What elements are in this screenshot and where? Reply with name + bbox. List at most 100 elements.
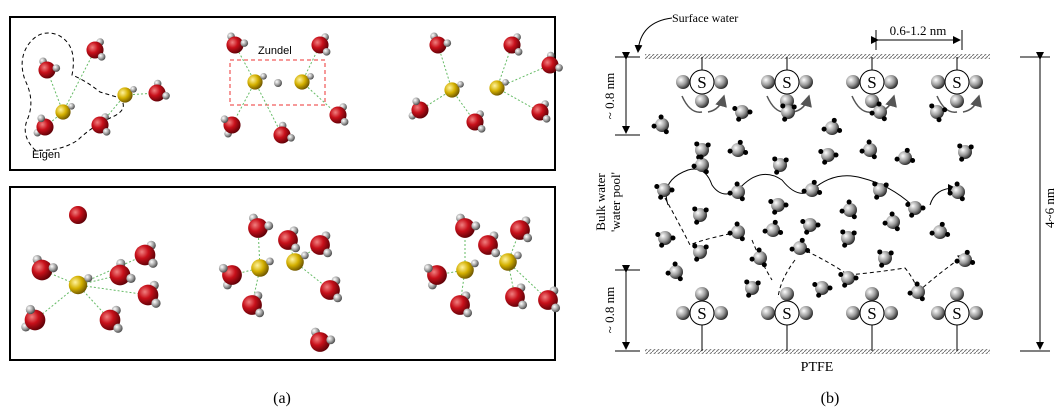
hydrogen [53,64,61,72]
hydrogen [555,64,563,72]
sulfonate-oxygen [695,287,709,301]
water-hydrogen [942,107,947,112]
oxygen [541,56,558,73]
water-hydrogen [692,164,697,169]
oxygen [110,265,131,286]
oxygen [429,36,446,53]
water-hydrogen [756,280,761,285]
hydrogen [151,299,160,308]
hydrogen [241,39,249,47]
water-molecule [735,105,749,119]
hydrogen [260,73,267,80]
zundel-label: Zundel [258,45,292,57]
sulfonate-oxygen [780,287,794,301]
water-hydrogen [655,232,660,237]
sulfonate-oxygen [884,75,898,89]
water-molecule [841,271,855,285]
water-hydrogen [735,182,740,187]
water-hydrogen [659,115,664,120]
bottom-surface [645,349,990,354]
water-hydrogen [818,149,823,154]
hydrogen [98,53,106,61]
water-molecule [731,143,745,157]
water-hydrogen [842,283,847,288]
water-hydrogen [743,150,748,155]
sulfonate-label: S [697,73,706,92]
sulfonate-oxygen [931,75,945,89]
hydrogen [424,264,433,273]
water-hydrogen [774,170,779,175]
water-molecule [793,241,807,255]
oxygen [310,332,330,352]
water-molecule [898,151,912,165]
panel-b: Surface water 0.6-1.2 nm 4~6 nm ~ 0.8 nm… [593,11,1057,407]
water-hydrogen [854,276,859,281]
water-hydrogen [852,230,857,235]
water-hydrogen [740,196,745,201]
h-bond [255,82,282,135]
water-molecule [821,148,835,162]
water-hydrogen [817,190,822,195]
figure: Eigen Zundel (a) Surface water 0.6-1.2 n… [0,0,1061,411]
water-hydrogen [948,191,953,196]
hydrogen [84,274,92,282]
water-hydrogen [678,276,683,281]
water-hydrogen [654,184,659,189]
oxygen [455,218,475,238]
water-hydrogen [704,207,709,212]
hydrogen [126,274,135,283]
sulfonate-oxygen [846,75,860,89]
water-hydrogen [694,257,699,262]
water-hydrogen [960,196,965,201]
box-top [10,17,555,170]
water-hydrogen [834,153,839,158]
hydrogen [255,308,264,317]
hydrogen [463,308,472,317]
hydrogen [333,293,342,302]
hydrogen [49,263,58,272]
hydrogen [518,300,527,309]
water-hydrogen [736,117,741,122]
water-hydrogen [805,248,810,253]
sulfonate-oxygen [865,287,879,301]
water-hydrogen [838,272,843,277]
water-hydrogen [652,124,657,129]
water-molecule [658,231,672,245]
sulfonate-label: S [782,304,791,323]
oxygen [69,206,87,224]
sulfonate-label: S [867,304,876,323]
hydrogen [444,39,452,47]
water-hydrogen [937,117,942,122]
bulk-label: 'water pool' [608,172,623,232]
hydrogen [291,243,300,252]
water-hydrogen [905,148,910,153]
hydrogen [502,79,509,86]
caption-a: (a) [273,390,291,407]
water-hydrogen [837,128,842,133]
water-hydrogen [909,213,914,218]
water-molecule [766,223,780,237]
hydrogen [323,48,331,56]
sulfonate-oxygen [714,75,728,89]
water-hydrogen [969,144,974,149]
hydrogen [301,252,309,260]
water-hydrogen [728,191,733,196]
water-hydrogen [915,282,920,287]
water-hydrogen [840,209,845,214]
hydrogen [37,114,45,122]
water-hydrogen [732,106,737,111]
water-hydrogen [784,203,789,208]
water-hydrogen [704,244,709,249]
sulfonate-oxygen [799,306,813,320]
water-hydrogen [832,118,837,123]
water-hydrogen [882,116,887,121]
water-hydrogen [870,111,875,116]
water-hydrogen [930,231,935,236]
oxygen [148,84,165,101]
water-hydrogen [955,259,960,264]
hydrogen [219,264,228,273]
sulfonate-oxygen [676,306,690,320]
water-molecule [803,218,817,232]
sulfonate-oxygen [695,94,709,108]
water-hydrogen [840,229,845,234]
